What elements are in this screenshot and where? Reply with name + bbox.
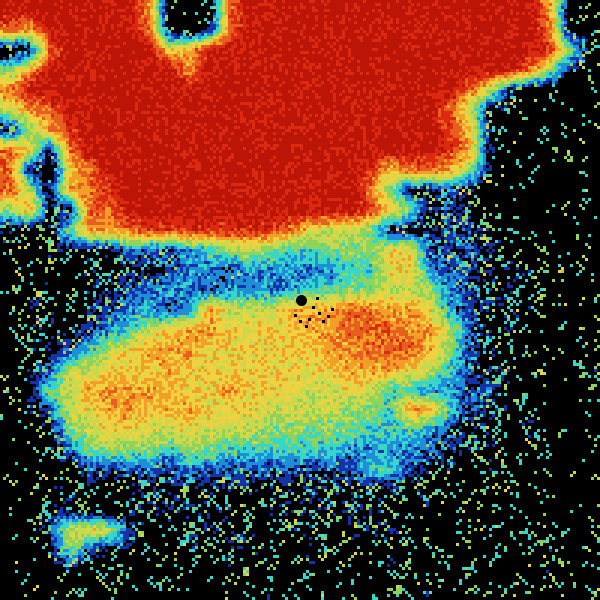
radar-site-marker — [295, 294, 307, 306]
